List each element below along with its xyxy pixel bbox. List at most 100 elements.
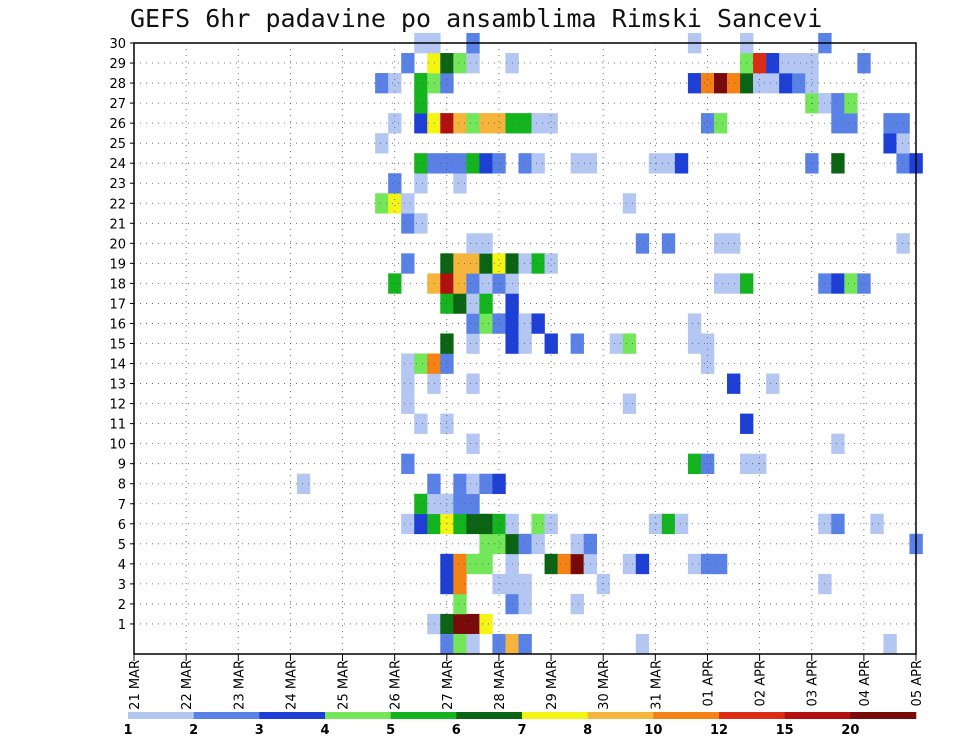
x-tick-label: 24 MAR <box>284 660 299 710</box>
heatmap-cell <box>401 513 415 535</box>
heatmap-cell <box>635 553 650 575</box>
heatmap-cell <box>896 133 910 154</box>
heatmap-cell <box>831 113 845 134</box>
y-tick-label: 3 <box>118 578 126 593</box>
heatmap-cell <box>466 253 480 274</box>
heatmap-cell <box>466 273 480 294</box>
heatmap-cell <box>831 93 845 114</box>
heatmap-cell <box>622 393 637 414</box>
y-tick-label: 19 <box>109 257 126 272</box>
heatmap-cell <box>466 493 480 515</box>
heatmap-cell <box>518 113 532 134</box>
heatmap-cell <box>479 293 493 314</box>
colorbar-swatch <box>456 712 523 719</box>
heatmap-cell <box>466 153 480 174</box>
heatmap-cell <box>479 533 493 555</box>
heatmap-cell <box>727 273 741 294</box>
heatmap-cell <box>713 113 728 134</box>
x-tick-label: 05 APR <box>910 660 925 706</box>
x-tick-label: 29 MAR <box>545 660 560 710</box>
y-tick-label: 15 <box>109 337 126 352</box>
heatmap-cell <box>466 313 480 334</box>
heatmap-cell <box>427 273 441 294</box>
heatmap-cell <box>401 393 415 414</box>
heatmap-cell <box>531 513 545 535</box>
heatmap-cell <box>414 353 428 374</box>
y-tick-label: 27 <box>109 97 126 112</box>
heatmap-cell <box>492 113 506 134</box>
heatmap-cell <box>453 293 467 314</box>
y-tick-label: 5 <box>118 538 126 553</box>
heatmap-cell <box>401 193 415 214</box>
heatmap-cell <box>727 233 741 254</box>
colorbar-label: 6 <box>452 723 461 738</box>
heatmap-cell <box>727 373 741 394</box>
colorbar-label: 2 <box>189 723 198 738</box>
heatmap-cell <box>479 113 493 134</box>
heatmap-cell <box>375 193 389 214</box>
heatmap-cell <box>414 173 428 194</box>
heatmap-cell <box>388 193 402 214</box>
heatmap-cell <box>453 573 467 595</box>
heatmap-cell <box>427 493 441 515</box>
y-tick-label: 16 <box>109 317 126 332</box>
heatmap-cell <box>687 333 702 354</box>
heatmap-cell <box>453 113 467 134</box>
heatmap-cell <box>857 53 871 74</box>
heatmap-cell <box>414 153 428 174</box>
heatmap-cell <box>844 113 858 134</box>
heatmap-cell <box>700 113 715 134</box>
y-tick-label: 25 <box>109 137 126 152</box>
heatmap-cell <box>453 613 467 635</box>
heatmap-cell <box>570 533 584 555</box>
heatmap-cell <box>622 553 637 575</box>
heatmap-cell <box>401 53 415 74</box>
y-tick-label: 24 <box>109 157 126 172</box>
heatmap-cell <box>453 513 467 535</box>
heatmap-cell <box>531 313 545 334</box>
y-tick-label: 10 <box>109 438 126 453</box>
heatmap-cell <box>792 53 806 74</box>
heatmap-cell <box>570 553 584 575</box>
heatmap-cell <box>466 433 480 454</box>
x-tick-label: 22 MAR <box>180 660 195 710</box>
heatmap-cell <box>388 113 402 134</box>
y-tick-label: 30 <box>109 37 126 52</box>
heatmap-cell <box>766 53 780 74</box>
heatmap-cell <box>844 93 858 114</box>
heatmap-cells <box>296 32 923 655</box>
heatmap-cell <box>713 273 728 294</box>
heatmap-cell <box>779 53 793 74</box>
x-tick-label: 02 APR <box>754 660 769 706</box>
x-tick-label: 26 MAR <box>389 660 404 710</box>
heatmap-cell <box>700 353 715 374</box>
y-tick-label: 8 <box>118 478 126 493</box>
heatmap-cell <box>570 333 584 354</box>
heatmap-cell <box>557 553 571 575</box>
heatmap-cell <box>401 353 415 374</box>
x-tick-label: 01 APR <box>701 660 716 706</box>
heatmap-cell <box>518 633 532 655</box>
y-tick-label: 26 <box>109 117 126 132</box>
heatmap-cell <box>453 173 467 194</box>
y-tick-label: 21 <box>109 217 126 232</box>
colorbar-label: 15 <box>776 723 794 738</box>
heatmap-cell <box>479 313 493 334</box>
y-tick-label: 4 <box>118 558 126 573</box>
heatmap-cell <box>518 253 532 274</box>
x-tick-label: 04 APR <box>858 660 873 706</box>
y-tick-label: 18 <box>109 277 126 292</box>
heatmap-cell <box>388 73 402 94</box>
heatmap-cell <box>479 153 493 174</box>
heatmap-cell <box>713 553 728 575</box>
y-tick-label: 23 <box>109 177 126 192</box>
heatmap-cell <box>453 593 467 615</box>
heatmap-cell <box>388 173 402 194</box>
heatmap-cell <box>518 333 532 354</box>
heatmap-cell <box>531 253 545 274</box>
heatmap-cell <box>609 333 624 354</box>
heatmap-cell <box>779 73 793 94</box>
heatmap-cell <box>296 473 311 495</box>
heatmap-cell <box>687 313 702 334</box>
